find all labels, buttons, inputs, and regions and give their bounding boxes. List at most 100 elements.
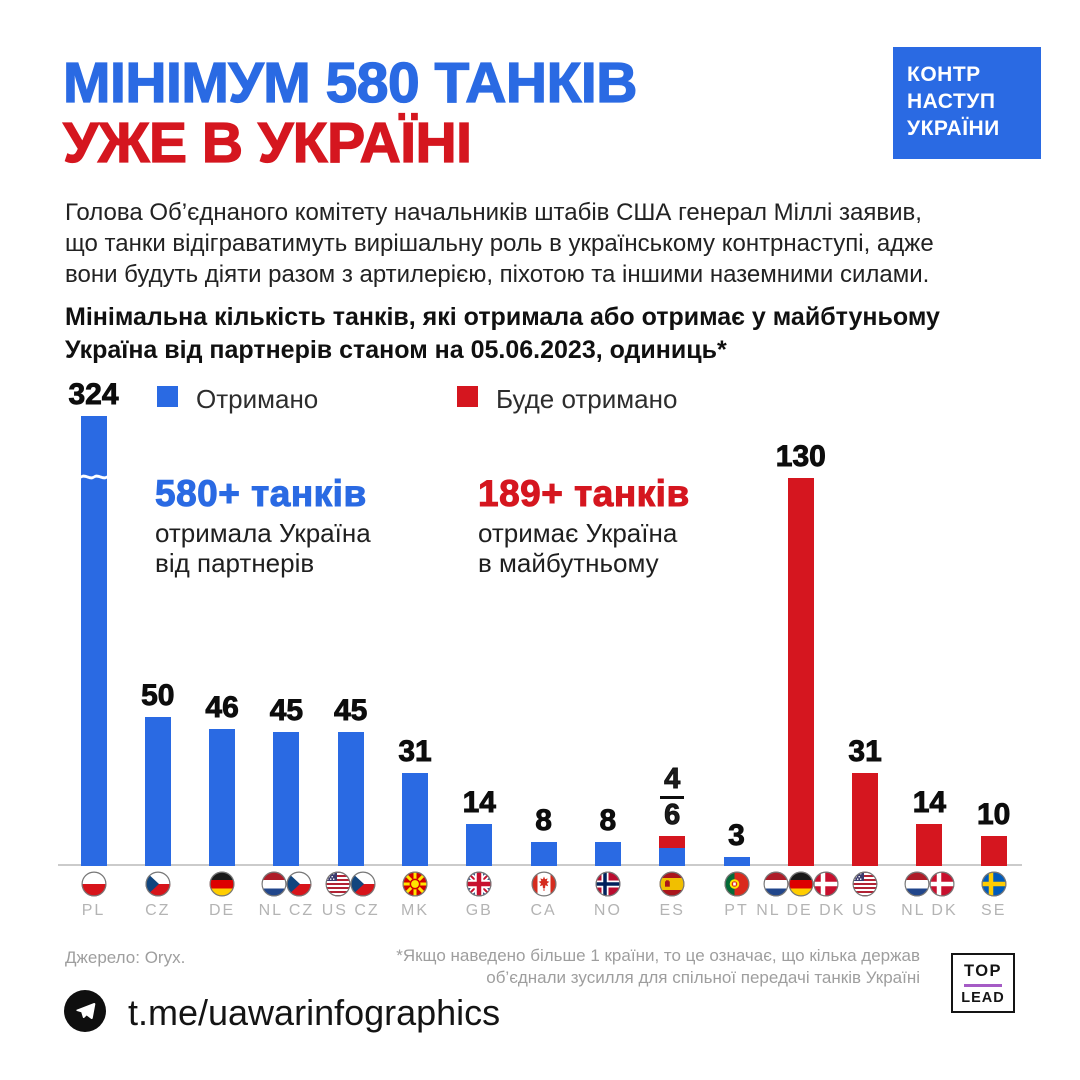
callout-received: 580+ танків отримала Україна від партнер… [155,473,371,579]
country-label: GB [465,902,493,919]
flag-group [763,871,839,897]
bar-nl-cz [273,732,300,866]
flag-group [659,871,685,897]
bar-column-se: 10 SE [939,799,1049,919]
bar-column-no: 8 NO [553,804,663,919]
bar-mk [402,773,428,866]
callout-future-line-2: в майбутньому [478,548,659,578]
country-label: PT [724,902,749,919]
flag-de-icon [788,871,814,897]
bar-segment-received [209,729,236,866]
bar-us-cz [337,732,364,866]
country-label: CZ [145,902,171,919]
flag-group [852,871,878,897]
bar-segment-received [466,824,493,866]
flag-group [261,871,312,897]
callout-received-headline: 580+ танків [155,473,367,514]
toplead-divider [964,984,1002,987]
intro-line-1: Голова Об’єднаного комітету начальників … [65,199,922,226]
telegram-plane-icon [76,1002,96,1020]
bar-column-mk: 31 MK [360,735,470,919]
bar-value-label: 31 [848,735,882,768]
country-label: ES [659,902,685,919]
page-title-line-1: МІНІМУМ 580 ТАНКІВ [62,51,638,115]
flag-es-icon [659,871,685,897]
bar-no [594,842,621,866]
bar-segment-received [273,732,300,866]
country-label: NL DE DK [756,902,846,919]
flag-us-icon [325,871,351,897]
bar-column-es: 4 6 ES [617,764,727,919]
bar-segment-future [787,478,814,866]
counteroffensive-badge: КОНТР НАСТУП УКРАЇНИ [893,47,1041,159]
bar-column-nl-dk: 14 NL DK [874,787,984,919]
bar-column-cz: 50 CZ [103,679,213,919]
bar-ca [530,842,557,866]
bar-column-us-cz: 45 US CZ [296,694,406,919]
chart-subtitle-line-2: Україна від партнерів станом на 05.06.20… [65,336,727,364]
bar-segment-received [594,842,621,866]
bar-value-label: 8 [599,804,617,837]
flag-no-icon [595,871,621,897]
flag-group [402,871,428,897]
chart-subtitle: Мінімальна кількість танків, які отримал… [65,301,940,367]
callout-future: 189+ танків отримає Україна в майбутньом… [478,473,690,579]
country-label: NO [593,902,622,919]
flag-group [531,871,557,897]
flag-group [724,871,749,897]
badge-line-1: КОНТР [907,63,981,86]
bar-value-label: 3 [728,819,746,852]
bar-value-label: 8 [535,804,553,837]
bar-column-nl-cz: 45 NL CZ [231,694,341,919]
bar-de [209,729,236,866]
bar-se [980,836,1007,866]
bar-column-pt: 3 PT [682,819,792,919]
flag-pt-icon [724,871,749,897]
bar-cz [144,717,171,866]
telegram-icon[interactable] [64,990,106,1032]
flag-nl-icon [763,871,789,897]
legend-label-future: Буде отримано [496,384,678,414]
bar-column-us: 31 US [810,735,920,919]
country-label: US CZ [321,902,380,919]
bar-value-label: 50 [141,679,175,712]
country-label: PL [81,902,106,919]
bar-value-label: 31 [398,735,432,768]
flag-nl-icon [904,871,930,897]
flag-pl-icon [81,871,106,897]
bar-column-nl-de-dk: 130 NL DE DK [746,440,856,919]
bar-segment-future [659,836,686,848]
callout-future-headline: 189+ танків [478,473,690,514]
country-label: MK [401,902,429,919]
bar-pl [80,416,107,866]
flag-group [981,871,1007,897]
bar-column-gb: 14 GB [424,786,534,919]
bar-value-received: 6 [664,799,681,831]
country-label: DE [208,902,236,919]
bar-value-label: 14 [462,786,496,819]
intro-line-2: що танки відіграватимуть вирішальну роль… [65,230,934,257]
bar-break-wave [80,469,107,480]
country-label: US [851,902,879,919]
bar-segment-received [80,416,107,866]
bar-value-label: 45 [334,694,368,727]
bar-value-future: 4 [660,764,685,799]
bar-value-label: 45 [269,694,304,727]
toplead-top-text: TOP [963,962,1003,980]
telegram-link[interactable]: t.me/uawarinfographics [128,992,501,1033]
country-label: NL DK [901,902,958,919]
flag-nl-icon [261,871,287,897]
bar-segment-received [723,857,750,866]
flag-group [466,871,492,897]
bar-segment-future [980,836,1007,866]
bar-segment-received [144,717,171,866]
bar-value-label: 130 [775,440,826,473]
bar-nl-de-dk [787,478,814,866]
bar-gb [466,824,493,866]
bar-column-de: 46 DE [167,692,277,919]
bar-segment-received [530,842,557,866]
bar-segment-received [659,848,686,866]
bar-segment-received [402,773,428,866]
